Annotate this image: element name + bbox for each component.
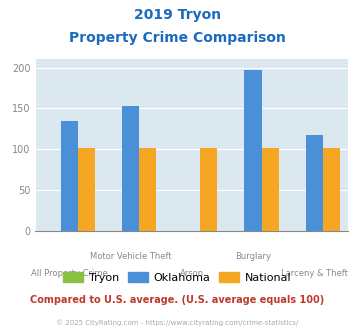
Text: Larceny & Theft: Larceny & Theft [281,269,348,278]
Bar [139,148,156,231]
Text: Compared to U.S. average. (U.S. average equals 100): Compared to U.S. average. (U.S. average … [31,295,324,305]
Bar [262,148,279,231]
Text: Motor Vehicle Theft: Motor Vehicle Theft [89,251,171,261]
Text: 2019 Tryon: 2019 Tryon [134,8,221,22]
Bar [122,106,139,231]
Bar [78,148,95,231]
Text: Arson: Arson [180,269,204,278]
Bar [244,70,262,231]
Text: Property Crime Comparison: Property Crime Comparison [69,31,286,45]
Bar [306,135,323,231]
Text: All Property Crime: All Property Crime [31,269,108,278]
Bar [61,121,78,231]
Text: © 2025 CityRating.com - https://www.cityrating.com/crime-statistics/: © 2025 CityRating.com - https://www.city… [56,319,299,326]
Text: Burglary: Burglary [235,251,271,261]
Bar [323,148,340,231]
Legend: Tryon, Oklahoma, National: Tryon, Oklahoma, National [59,268,296,287]
Bar [200,148,217,231]
